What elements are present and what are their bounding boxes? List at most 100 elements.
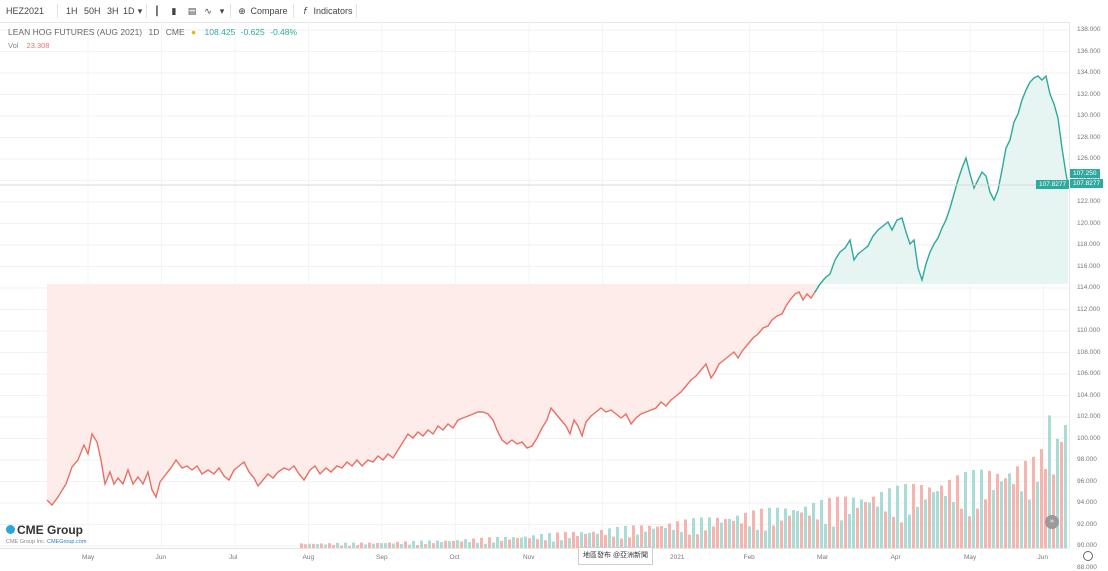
- volume-bar: [636, 534, 639, 548]
- volume-bar: [608, 528, 611, 548]
- volume-bar: [1004, 478, 1007, 548]
- y-tick-label: 88.000: [1077, 563, 1097, 571]
- volume-bar: [988, 470, 991, 548]
- volume-bar: [1040, 449, 1043, 548]
- y-tick-label: 104.000: [1077, 391, 1101, 399]
- y-tick-label: 96.000: [1077, 477, 1097, 485]
- x-tick-label: Apr: [890, 554, 901, 561]
- symbol-search[interactable]: HEZ2021: [6, 6, 45, 16]
- x-tick-label: Nov: [523, 554, 535, 561]
- volume-bar: [612, 536, 615, 548]
- volume-bar: [1000, 481, 1003, 548]
- volume-bar: [724, 519, 727, 548]
- x-tick-label: Sep: [376, 554, 388, 561]
- volume-bar: [616, 526, 619, 548]
- price-axis[interactable]: 138.000 136.000 134.000 132.000 130.000 128.0…: [1069, 22, 1108, 571]
- volume-bar: [652, 528, 655, 548]
- volume-bar: [792, 510, 795, 548]
- range-1d[interactable]: 1D: [123, 6, 135, 16]
- volume-bar: [380, 543, 383, 548]
- x-tick-label: May: [82, 554, 95, 561]
- volume-bar: [456, 540, 459, 548]
- volume-bar: [800, 512, 803, 548]
- legend-price: 108.425: [204, 27, 236, 37]
- volume-bar: [604, 535, 607, 548]
- candle-icon[interactable]: ▮: [171, 7, 177, 17]
- volume-bar: [972, 470, 975, 548]
- price-chart[interactable]: [0, 22, 1069, 548]
- volume-bar: [1048, 415, 1051, 548]
- volume-bar: [904, 484, 907, 548]
- legend-change-pct: -0.48%: [270, 27, 298, 37]
- x-tick-label: Aug: [302, 554, 315, 561]
- volume-bar: [916, 506, 919, 548]
- y-tick-label: 98.000: [1077, 456, 1097, 463]
- volume-bar: [548, 533, 551, 548]
- volume-bar: [420, 540, 423, 548]
- volume-bar: [532, 535, 535, 548]
- volume-bar: [488, 537, 491, 548]
- volume-bar: [584, 533, 587, 548]
- interval-1h[interactable]: 1H: [66, 6, 78, 16]
- volume-bar: [528, 538, 531, 548]
- watermark-box: 地區發布 @亞洲新聞: [578, 547, 654, 565]
- fx-icon: f: [303, 7, 307, 17]
- volume-bar: [424, 544, 427, 548]
- y-tick-label: 126.000: [1077, 155, 1101, 162]
- volume-bar: [404, 541, 407, 548]
- volume-bar: [504, 536, 507, 548]
- chevron-down-icon[interactable]: ▾: [219, 7, 225, 17]
- legend-change: -0.625: [240, 27, 265, 37]
- volume-bar: [700, 517, 703, 548]
- volume-legend: Vol 23.308: [8, 41, 49, 50]
- volume-bar: [428, 540, 431, 548]
- volume-bar: [816, 519, 819, 548]
- compare-button[interactable]: ⊕ Compare: [236, 0, 288, 22]
- volume-bar: [472, 538, 475, 548]
- indicators-button[interactable]: f Indicators: [299, 0, 352, 22]
- range-50h[interactable]: 50H: [84, 6, 101, 16]
- bar-icon[interactable]: ┃: [154, 7, 160, 17]
- volume-bar: [768, 507, 771, 548]
- scroll-to-realtime-button[interactable]: »: [1045, 515, 1059, 529]
- settings-gear-icon[interactable]: [1083, 551, 1093, 561]
- toolbar-divider: [230, 4, 231, 18]
- volume-bar: [804, 506, 807, 548]
- column-chart-icon[interactable]: ▤: [187, 7, 197, 17]
- volume-bar: [1044, 468, 1047, 548]
- time-axis[interactable]: MayJunJulAugSepOctNovDec2021FebMarAprMay…: [0, 548, 1069, 567]
- volume-bar: [496, 537, 499, 548]
- chevron-down-icon[interactable]: ▾: [137, 7, 143, 17]
- x-tick-label: Oct: [449, 554, 460, 561]
- volume-bar: [560, 540, 563, 548]
- volume-bar: [372, 543, 375, 548]
- logo-link[interactable]: CMEGroup.com: [46, 539, 87, 545]
- volume-bar: [720, 522, 723, 548]
- y-tick-label: 90.000: [1077, 542, 1097, 549]
- status-dot-icon: ●: [191, 27, 197, 37]
- volume-bar: [1020, 491, 1023, 548]
- volume-bar: [316, 544, 319, 548]
- volume-bar: [376, 542, 379, 548]
- line-chart-icon[interactable]: ∿: [204, 7, 212, 17]
- range-3h[interactable]: 3H: [107, 6, 119, 16]
- volume-bar: [332, 544, 335, 548]
- y-tick-label: 112.000: [1077, 305, 1101, 313]
- logo-sub: CME Group Inc.: [6, 539, 46, 545]
- plus-circle-icon: ⊕: [238, 7, 246, 17]
- x-tick-label: Mar: [817, 554, 829, 561]
- volume-bar: [744, 512, 747, 548]
- volume-bar: [672, 529, 675, 548]
- y-tick-label: 116.000: [1077, 262, 1101, 270]
- volume-bar: [944, 496, 947, 548]
- price-line-up: [814, 74, 1069, 293]
- volume-bar: [716, 517, 719, 548]
- y-tick-label: 122.000: [1077, 198, 1101, 205]
- y-tick-label: 132.000: [1077, 90, 1101, 98]
- y-tick-label: 138.000: [1077, 26, 1101, 33]
- volume-bar: [432, 543, 435, 548]
- compare-label: Compare: [250, 6, 288, 16]
- volume-bar: [628, 537, 631, 548]
- volume-bar: [764, 530, 767, 548]
- price-line-down: [46, 283, 821, 507]
